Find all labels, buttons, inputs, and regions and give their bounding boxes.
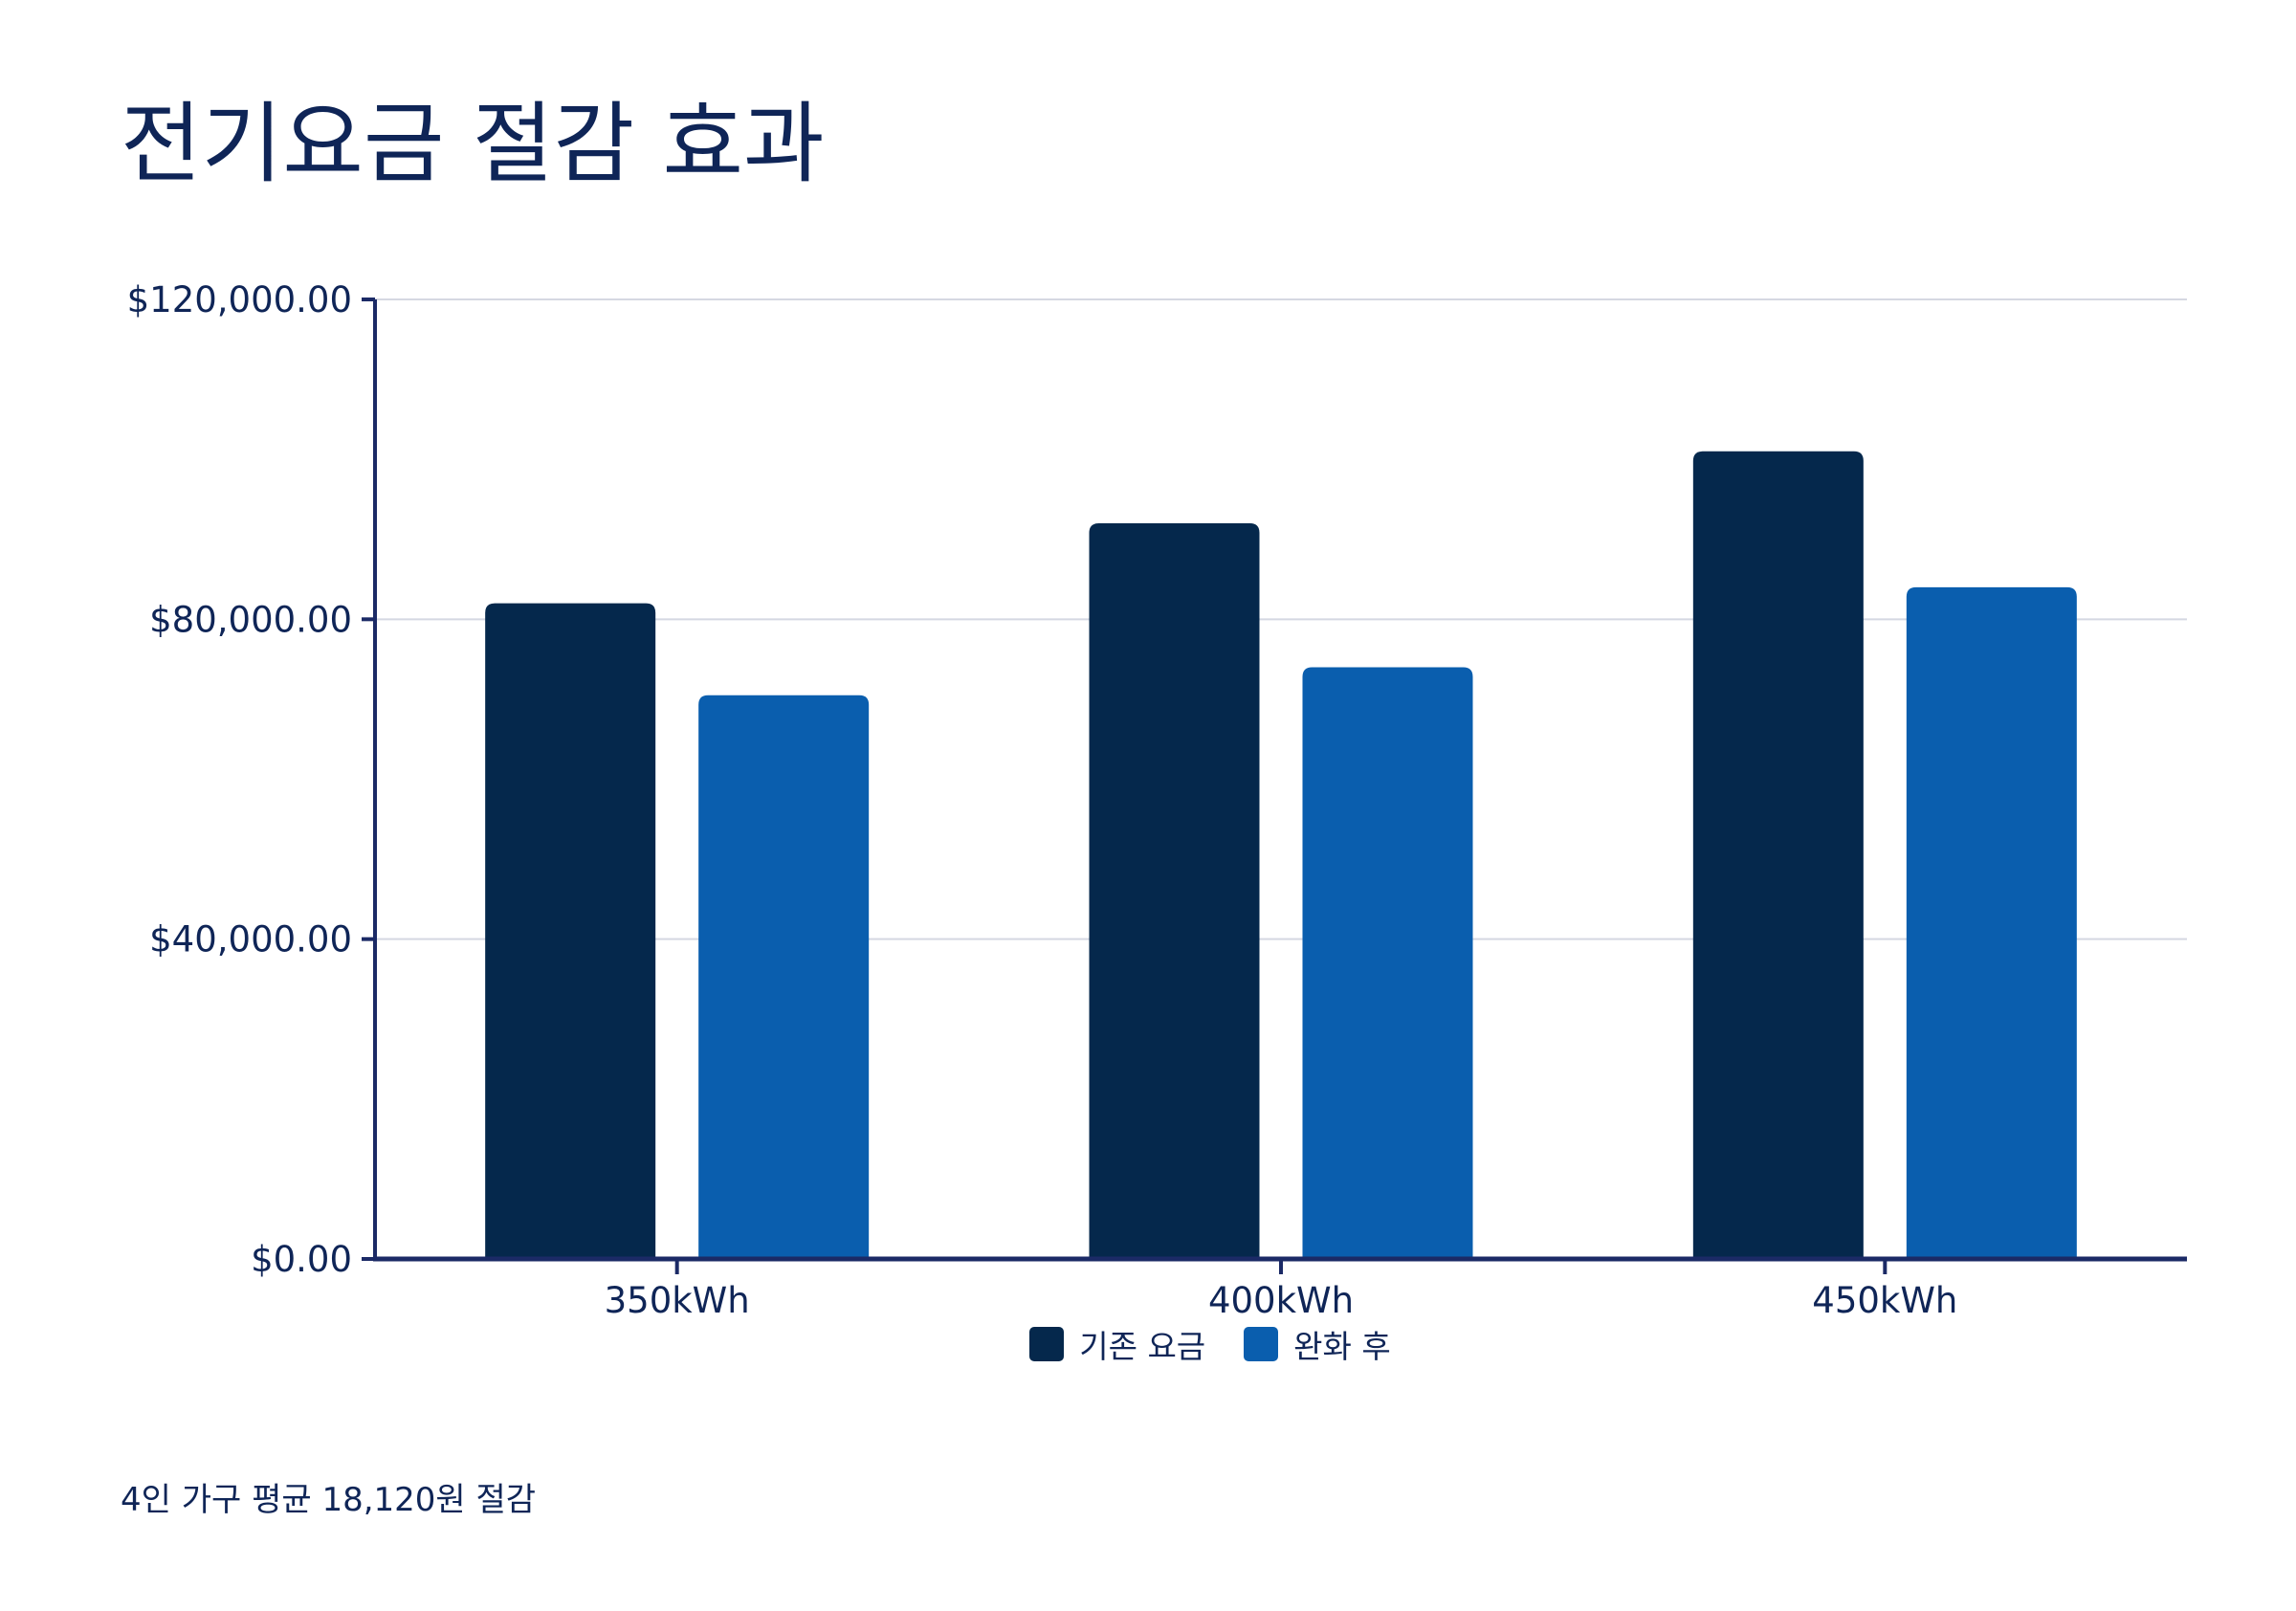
footnote: 4인 가구 평균 18,120원 절감: [121, 1481, 537, 1519]
legend-swatch-after: [1244, 1327, 1279, 1361]
y-tick-label: $80,000.00: [149, 599, 352, 640]
y-tick-label: $40,000.00: [149, 919, 352, 960]
x-tick-label: 400kWh: [1208, 1280, 1354, 1321]
bar-before: [485, 603, 656, 1259]
bar-before: [1089, 523, 1260, 1259]
legend-item-after: 완화 후: [1244, 1321, 1391, 1367]
y-tick-label: $0.00: [251, 1239, 352, 1280]
bar-before: [1692, 451, 1864, 1259]
legend-item-before: 기존 요금: [1029, 1321, 1205, 1367]
legend-swatch-before: [1029, 1327, 1065, 1361]
bar-after: [1302, 667, 1473, 1259]
x-tick-label: 350kWh: [605, 1280, 750, 1321]
legend-label-after: 완화 후: [1293, 1328, 1391, 1365]
bar-after: [1906, 586, 2077, 1259]
legend-label-before: 기존 요금: [1079, 1328, 1206, 1365]
chart-legend: 기존 요금 완화 후: [0, 1321, 2296, 1367]
x-tick-label: 450kWh: [1812, 1280, 1957, 1321]
chart-title: 전기요금 절감 효과: [121, 93, 825, 195]
y-tick-label: $120,000.00: [127, 279, 352, 320]
bar-after: [698, 695, 870, 1259]
